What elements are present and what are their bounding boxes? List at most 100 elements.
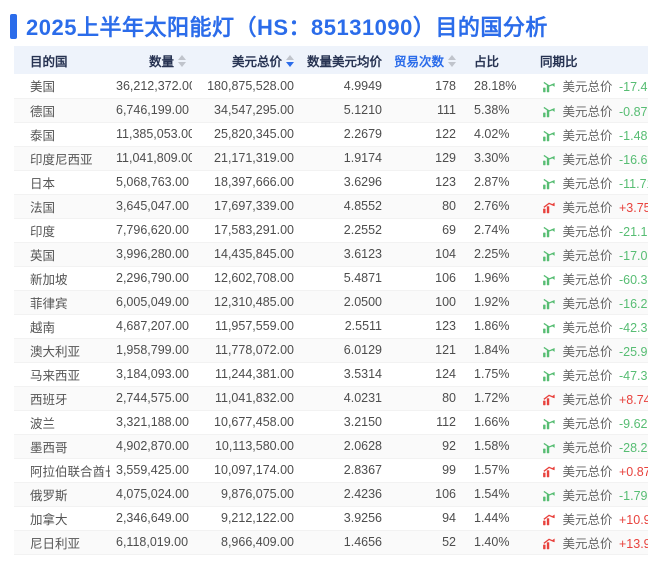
quantity-cell: 3,321,188.00 [110, 410, 192, 435]
quantity-cell: 1,958,799.00 [110, 338, 192, 363]
quantity-cell: 36,212,372.00 [110, 74, 192, 99]
country-cell: 日本 [14, 170, 110, 195]
country-cell: 阿拉伯联合酋长国 [14, 458, 110, 483]
table-row: 菲律宾 6,005,049.00 12,310,485.00 2.0500 10… [14, 290, 648, 315]
page-header: 2025上半年太阳能灯（HS：85131090）目的国分析 [0, 0, 653, 42]
yoy-cell: 美元总价 -16.2% [534, 290, 648, 315]
yoy-metric-label: 美元总价 [562, 80, 613, 95]
share-cell: 1.92% [462, 290, 534, 315]
yoy-value: -17.06% [618, 248, 648, 263]
yoy-cell: 美元总价 +10.94% [534, 506, 648, 531]
page-title: 2025上半年太阳能灯（HS：85131090）目的国分析 [26, 15, 548, 40]
sort-caret-icon [448, 55, 457, 68]
share-cell: 1.84% [462, 338, 534, 363]
column-header-country: 目的国 [14, 46, 110, 74]
quantity-cell: 3,559,425.00 [110, 458, 192, 483]
avg-price-cell: 1.9174 [300, 146, 388, 171]
country-cell: 澳大利亚 [14, 338, 110, 363]
trade-count-cell: 94 [388, 506, 462, 531]
table-row: 日本 5,068,763.00 18,397,666.00 3.6296 123… [14, 170, 648, 195]
quantity-cell: 2,744,575.00 [110, 386, 192, 411]
column-header-quantity-sort[interactable]: 数量 [110, 46, 192, 74]
usd-total-cell: 10,113,580.00 [192, 434, 300, 459]
yoy-value: -11.71% [618, 176, 648, 191]
trend-down-chart-icon [542, 297, 555, 310]
trade-count-cell: 178 [388, 74, 462, 99]
table-row: 俄罗斯 4,075,024.00 9,876,075.00 2.4236 106… [14, 482, 648, 507]
usd-total-cell: 10,097,174.00 [192, 458, 300, 483]
share-cell: 1.66% [462, 410, 534, 435]
usd-total-cell: 11,244,381.00 [192, 362, 300, 387]
yoy-value: -21.19% [618, 224, 648, 239]
yoy-metric-label: 美元总价 [562, 296, 613, 311]
trend-down-chart-icon [542, 273, 555, 286]
usd-total-cell: 11,778,072.00 [192, 338, 300, 363]
usd-total-cell: 18,397,666.00 [192, 170, 300, 195]
yoy-cell: 美元总价 -1.79% [534, 482, 648, 507]
quantity-cell: 11,385,053.00 [110, 122, 192, 147]
country-cell: 印度尼西亚 [14, 146, 110, 171]
yoy-cell: 美元总价 +8.74% [534, 386, 648, 411]
share-cell: 1.54% [462, 482, 534, 507]
yoy-metric-label: 美元总价 [562, 416, 613, 431]
share-cell: 2.25% [462, 242, 534, 267]
avg-price-cell: 2.2552 [300, 218, 388, 243]
column-label: 占比 [474, 54, 500, 69]
trade-count-cell: 111 [388, 98, 462, 123]
country-cell: 西班牙 [14, 386, 110, 411]
yoy-cell: 美元总价 -17.49% [534, 74, 648, 99]
trade-count-cell: 112 [388, 410, 462, 435]
yoy-value: -1.79% [618, 488, 648, 503]
column-label: 数量美元均价 [306, 54, 382, 69]
country-cell: 菲律宾 [14, 290, 110, 315]
trade-count-cell: 104 [388, 242, 462, 267]
yoy-cell: 美元总价 -11.71% [534, 170, 648, 195]
quantity-cell: 7,796,620.00 [110, 218, 192, 243]
share-cell: 2.87% [462, 170, 534, 195]
avg-price-cell: 3.9256 [300, 506, 388, 531]
column-header-usd-total-sort[interactable]: 美元总价 [192, 46, 300, 74]
yoy-metric-label: 美元总价 [562, 536, 613, 551]
yoy-metric-label: 美元总价 [562, 224, 613, 239]
trend-up-chart-icon [542, 465, 555, 478]
table-row: 加拿大 2,346,649.00 9,212,122.00 3.9256 94 … [14, 506, 648, 531]
usd-total-cell: 10,677,458.00 [192, 410, 300, 435]
avg-price-cell: 2.4236 [300, 482, 388, 507]
country-cell: 尼日利亚 [14, 530, 110, 555]
table-row: 印度尼西亚 11,041,809.00 21,171,319.00 1.9174… [14, 146, 648, 171]
trend-down-chart-icon [542, 105, 555, 118]
country-cell: 法国 [14, 194, 110, 219]
trend-up-chart-icon [542, 393, 555, 406]
table-row: 西班牙 2,744,575.00 11,041,832.00 4.0231 80… [14, 386, 648, 411]
column-header-share: 占比 [462, 46, 534, 74]
column-header-trade-count-sort[interactable]: 贸易次数 [388, 46, 462, 74]
country-cell: 马来西亚 [14, 362, 110, 387]
yoy-value: -17.49% [618, 80, 648, 95]
quantity-cell: 2,296,790.00 [110, 266, 192, 291]
yoy-value: -0.87% [618, 104, 648, 119]
country-cell: 美国 [14, 74, 110, 99]
trade-count-cell: 122 [388, 122, 462, 147]
yoy-metric-label: 美元总价 [562, 248, 613, 263]
yoy-cell: 美元总价 -1.48% [534, 122, 648, 147]
trend-down-chart-icon [542, 80, 555, 93]
yoy-metric-label: 美元总价 [562, 272, 613, 287]
trade-count-cell: 106 [388, 266, 462, 291]
sort-caret-icon [178, 55, 186, 68]
table-row: 美国 36,212,372.00 180,875,528.00 4.9949 1… [14, 74, 648, 99]
share-cell: 1.40% [462, 530, 534, 555]
quantity-cell: 6,746,199.00 [110, 98, 192, 123]
table-row: 波兰 3,321,188.00 10,677,458.00 3.2150 112… [14, 410, 648, 435]
country-cell: 泰国 [14, 122, 110, 147]
table-row: 尼日利亚 6,118,019.00 8,966,409.00 1.4656 52… [14, 530, 648, 555]
trend-down-chart-icon [542, 177, 555, 190]
trend-down-chart-icon [542, 225, 555, 238]
share-cell: 1.96% [462, 266, 534, 291]
usd-total-cell: 9,212,122.00 [192, 506, 300, 531]
share-cell: 1.57% [462, 458, 534, 483]
quantity-cell: 3,645,047.00 [110, 194, 192, 219]
yoy-value: -16.2% [618, 296, 648, 311]
yoy-metric-label: 美元总价 [562, 104, 613, 119]
trend-down-chart-icon [542, 129, 555, 142]
avg-price-cell: 4.9949 [300, 74, 388, 99]
